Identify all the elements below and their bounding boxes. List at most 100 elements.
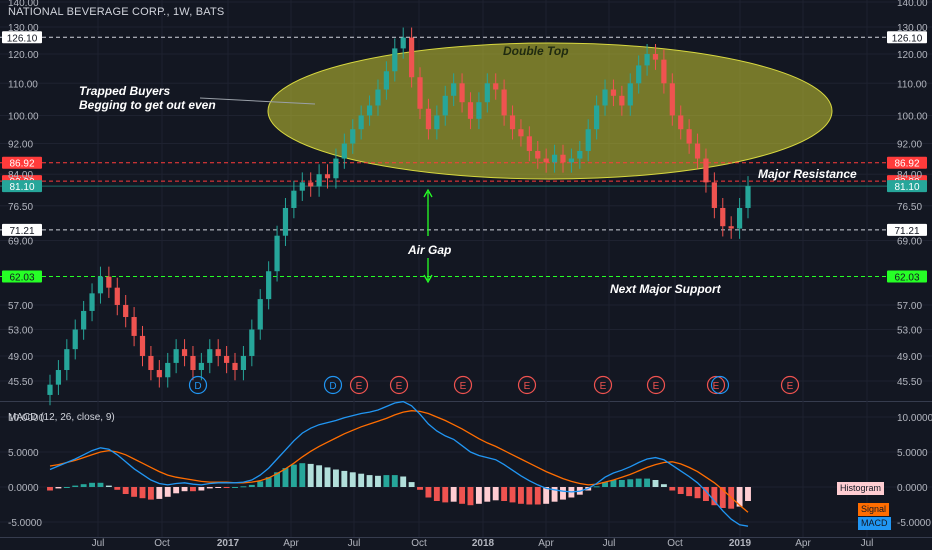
macd-histogram-bar <box>400 476 407 487</box>
macd-histogram-bar <box>467 487 474 506</box>
macd-histogram-bar <box>745 487 751 501</box>
macd-histogram-bar <box>156 487 163 499</box>
event-marker-label: D <box>329 381 336 392</box>
price-tag-left <box>2 270 42 283</box>
price-tick-label-left: 69.00 <box>8 237 33 248</box>
macd-histogram-bar <box>618 480 625 487</box>
candle-body <box>215 349 221 356</box>
time-tick-label: Jul <box>348 538 361 549</box>
candle-body <box>383 71 389 90</box>
event-marker-label: E <box>524 381 531 392</box>
candle-body <box>434 115 440 130</box>
price-tick-label-right: 130.00 <box>897 23 928 34</box>
time-tick-label: Apr <box>795 538 811 549</box>
earnings-marker <box>517 375 537 395</box>
double-top-ellipse-shape <box>267 42 833 180</box>
macd-histogram-bar <box>635 478 642 487</box>
grid-lines <box>0 0 932 538</box>
macd-histogram-bar <box>164 487 171 497</box>
air-gap-arrowhead-up <box>423 188 433 198</box>
candle-body <box>551 154 558 163</box>
candle-body <box>501 89 507 116</box>
candle-body <box>484 83 490 103</box>
macd-histogram-bar <box>711 487 718 506</box>
macd-histogram-bar <box>358 473 365 487</box>
macd-tick-label-right: 10.0000 <box>897 413 932 424</box>
candle-body <box>375 89 381 106</box>
macd-tick-label-right: 5.0000 <box>897 448 928 459</box>
candle-body <box>341 143 347 159</box>
macd-histogram-bar <box>114 487 121 490</box>
candle-body <box>467 102 474 119</box>
macd-histogram-bar <box>349 472 356 487</box>
macd-histogram-bar <box>408 482 415 487</box>
earnings-marker <box>349 375 369 395</box>
price-tag-right <box>887 31 927 44</box>
price-tag-left <box>2 223 42 236</box>
macd-histogram-bar <box>703 487 709 501</box>
macd-histogram-bar <box>173 487 180 494</box>
macd-tick-label-left: 10.0000 <box>8 413 45 424</box>
candle-body <box>274 235 280 272</box>
candle-body <box>333 158 339 179</box>
candle-body <box>493 83 499 90</box>
candle-body <box>114 287 120 305</box>
event-marker-label: E <box>653 381 660 392</box>
candle-body <box>72 329 78 350</box>
macd-histogram-bar <box>644 478 651 487</box>
event-marker-label: E <box>460 381 467 392</box>
price-tick-label-left: 84.00 <box>8 170 33 181</box>
macd-histogram-bar <box>257 481 264 487</box>
macd-histogram-bar <box>89 482 95 487</box>
candle-body <box>89 293 95 311</box>
macd-histogram-bar <box>652 480 659 487</box>
earnings-marker <box>780 375 800 395</box>
macd-tick-label-right: 0.0000 <box>897 483 928 494</box>
macd-histogram-bar <box>274 472 281 487</box>
candle-body <box>560 154 566 163</box>
candle-body <box>703 158 709 183</box>
price-tick-label-left: 130.00 <box>8 23 39 34</box>
candle-body <box>350 129 356 144</box>
macd-histogram-bar <box>248 484 255 487</box>
price-tag-label-right: 86.92 <box>894 159 919 170</box>
macd-histogram-bar <box>551 487 558 502</box>
price-tag-right <box>887 180 927 193</box>
price-tick-label-right: 57.00 <box>897 301 922 312</box>
price-tick-label-right: 45.50 <box>897 377 922 388</box>
event-marker-label: E <box>600 381 607 392</box>
candle-body <box>324 174 331 179</box>
candle-body <box>518 129 524 137</box>
annotation-air-gap: Air Gap <box>408 243 452 257</box>
candle-body <box>123 304 129 318</box>
candle-body <box>181 349 188 356</box>
macd-histogram-bar <box>375 475 381 487</box>
dividend-marker <box>710 375 730 395</box>
macd-panel <box>47 400 751 527</box>
macd-histogram-bar <box>526 487 533 505</box>
earnings-marker <box>706 375 726 395</box>
macd-histogram-bar <box>686 487 693 497</box>
dividend-marker <box>323 375 343 395</box>
candle-body <box>602 89 608 106</box>
double-top-ellipse[interactable] <box>199 42 833 180</box>
macd-histogram-bar <box>290 464 297 487</box>
candle-body <box>366 105 373 116</box>
candle-body <box>425 108 432 130</box>
earnings-marker <box>453 375 473 395</box>
macd-tick-label-left: 0.0000 <box>8 483 39 494</box>
candle-body <box>97 276 104 294</box>
macd-histogram-bar <box>425 487 432 498</box>
price-tag-label-right: 81.10 <box>894 182 919 193</box>
macd-histogram-bar <box>307 463 314 487</box>
candle-body <box>636 65 642 84</box>
price-tag-label-right: 62.03 <box>894 272 919 283</box>
event-marker-label: D <box>194 381 201 392</box>
price-tag-label-left: 81.10 <box>9 182 34 193</box>
time-tick-label: Apr <box>283 538 299 549</box>
candle-body <box>240 355 247 371</box>
macd-histogram-bar <box>391 475 398 487</box>
price-tag-label-right: 126.10 <box>892 33 923 44</box>
candle-body <box>627 83 633 106</box>
